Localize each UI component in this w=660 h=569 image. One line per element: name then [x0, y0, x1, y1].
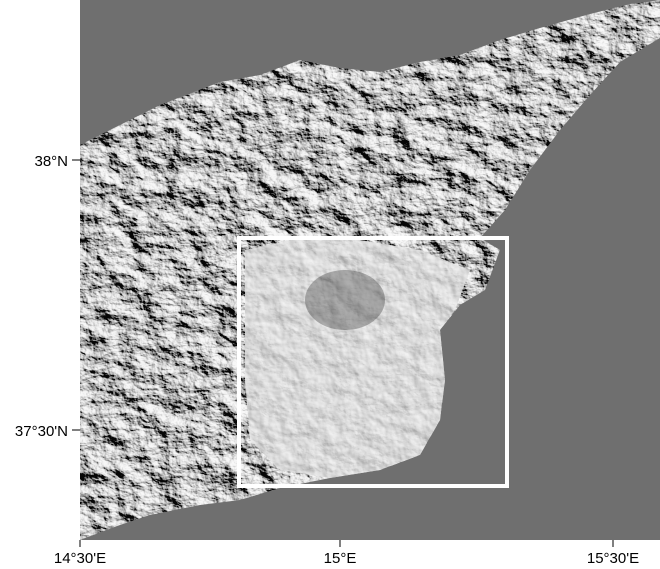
lon-label: 14°30'E: [54, 550, 106, 567]
lat-label: 37°30'N: [15, 423, 68, 440]
lat-label: 38°N: [34, 153, 68, 170]
lon-label: 15°30'E: [587, 550, 639, 567]
relief-map: [80, 0, 660, 540]
study-area-box: [237, 236, 509, 488]
summit-shade: [305, 270, 385, 330]
ticks: [72, 159, 614, 547]
lon-label: 15°E: [324, 550, 357, 567]
